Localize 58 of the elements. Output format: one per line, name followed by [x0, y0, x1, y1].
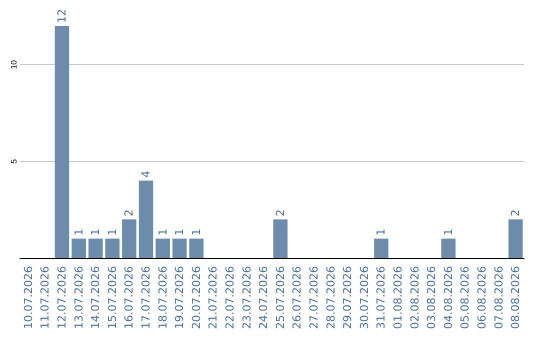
bar: [172, 238, 187, 258]
bar: [72, 238, 86, 258]
data-label: 2: [122, 209, 136, 216]
bar: [105, 238, 120, 258]
x-tick-label: 18.07.2026: [156, 266, 170, 330]
bar: [508, 219, 523, 258]
bar: [156, 238, 170, 258]
bar: [54, 26, 70, 258]
x-tick-label: 13.07.2026: [72, 266, 86, 330]
x-tick-label: 20.07.2026: [190, 266, 203, 330]
x-tick-label: 21.07.2026: [206, 266, 220, 330]
x-tick-label: 24.07.2026: [257, 266, 270, 330]
bar: [122, 219, 136, 258]
y-tick-label: 5: [10, 158, 18, 164]
x-tick-label: 26.07.2026: [290, 266, 304, 330]
x-tick-label: 27.07.2026: [308, 266, 320, 330]
data-label: 1: [72, 228, 86, 236]
x-tick-label: 01.08.2026: [392, 266, 404, 330]
x-tick-label: 10.07.2026: [22, 266, 35, 330]
data-label: 4: [140, 170, 152, 178]
bar: [138, 180, 154, 258]
x-tick-label: 05.08.2026: [458, 266, 472, 330]
x-tick-label: 30.07.2026: [358, 266, 371, 330]
data-label: 1: [173, 228, 186, 236]
data-label: 1: [190, 228, 203, 236]
data-label: 1: [156, 228, 170, 236]
bar: [441, 238, 456, 258]
x-tick-label: 25.07.2026: [274, 266, 287, 330]
data-label: 1: [442, 228, 455, 236]
x-tick-label: 15.07.2026: [106, 266, 119, 330]
x-tick-label: 31.07.2026: [374, 266, 388, 330]
bar: [189, 238, 204, 258]
x-tick-label: 02.08.2026: [408, 266, 422, 330]
data-label: 1: [374, 228, 388, 236]
data-label: 2: [274, 209, 287, 216]
data-label: 1: [89, 228, 102, 236]
x-tick-label: 14.07.2026: [89, 266, 102, 330]
x-tick-label: 03.08.2026: [425, 266, 438, 330]
data-label: 2: [509, 209, 522, 216]
x-tick-label: 16.07.2026: [122, 266, 136, 330]
data-label: 12: [56, 9, 68, 23]
x-tick-label: 08.08.2026: [509, 266, 522, 330]
y-tick-label: 10: [10, 60, 18, 70]
x-tick-label: 28.07.2026: [324, 266, 338, 330]
x-tick-label: 29.07.2026: [341, 266, 354, 330]
bar: [273, 219, 288, 258]
bar: [88, 238, 103, 258]
x-tick-label: 06.08.2026: [476, 266, 488, 330]
bar: [374, 238, 388, 258]
data-label: 1: [106, 228, 119, 236]
x-tick-label: 19.07.2026: [173, 266, 186, 330]
x-tick-label: 07.08.2026: [492, 266, 506, 330]
x-tick-label: 04.08.2026: [442, 266, 455, 330]
x-tick-label: 11.07.2026: [38, 266, 52, 330]
x-tick-label: 12.07.2026: [56, 266, 68, 330]
x-tick-label: 23.07.2026: [240, 266, 254, 330]
x-tick-label: 17.07.2026: [140, 266, 152, 330]
x-tick-label: 22.07.2026: [224, 266, 236, 330]
